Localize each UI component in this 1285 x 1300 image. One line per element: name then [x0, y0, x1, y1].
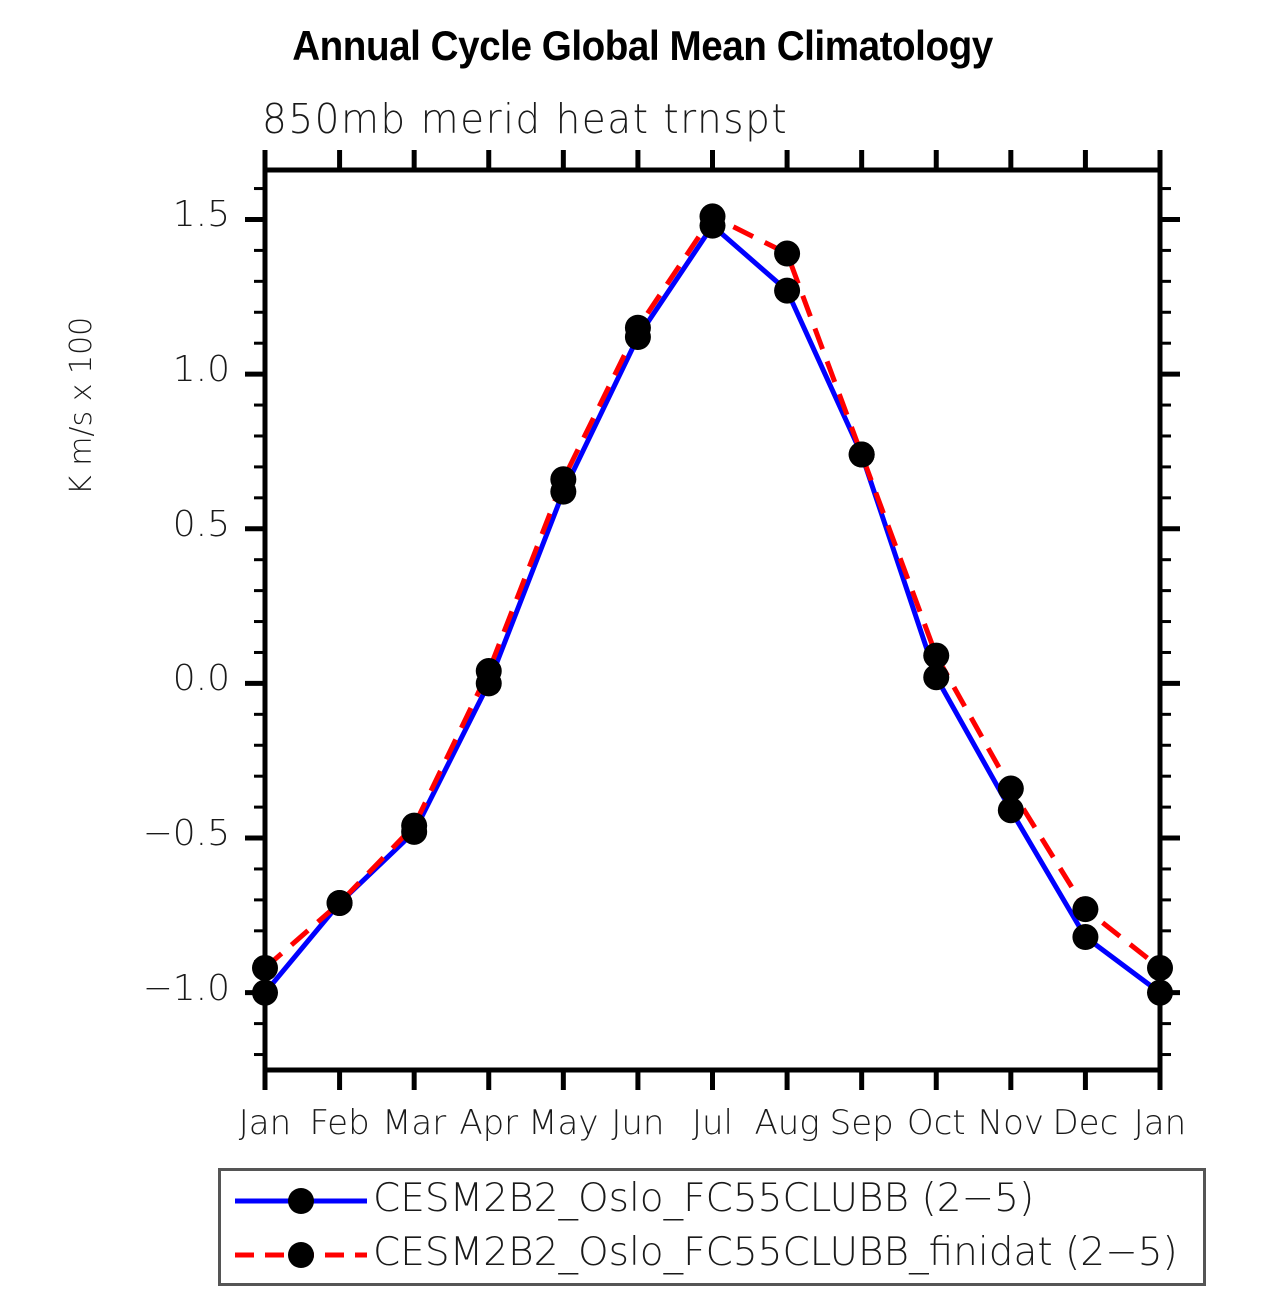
series-line-0	[263, 223, 1162, 995]
y-tick-label: −0.5	[142, 813, 230, 855]
data-point-marker	[401, 812, 428, 839]
series-line-1	[263, 213, 1162, 970]
x-tick-label: Mar	[382, 1103, 447, 1143]
data-point-marker	[475, 658, 502, 685]
data-point-marker	[997, 797, 1024, 824]
plot-frame-rect	[262, 167, 1163, 1073]
data-point-marker	[774, 277, 801, 304]
x-tick-label: Oct	[906, 1103, 966, 1143]
x-tick-label: May	[528, 1103, 599, 1143]
x-tick-label: Jun	[611, 1103, 665, 1143]
y-tick-label: 0.5	[172, 503, 230, 545]
plot-frame	[262, 167, 1163, 1073]
data-point-marker	[997, 775, 1024, 802]
legend-line-sample-solid	[235, 1188, 367, 1214]
x-tick-label: Aug	[754, 1103, 820, 1143]
data-series-group	[252, 203, 1173, 1006]
x-tick-label: Sep	[829, 1103, 894, 1143]
data-point-marker	[252, 954, 278, 981]
x-tick-label: Feb	[309, 1103, 370, 1143]
chart-title: Annual Cycle Global Mean Climatology	[292, 22, 993, 69]
data-point-marker	[1072, 896, 1099, 923]
data-point-marker	[624, 314, 651, 341]
x-tick-label: Dec	[1052, 1103, 1119, 1143]
x-tick-label: Nov	[977, 1103, 1044, 1143]
data-point-marker	[923, 664, 950, 691]
data-point-marker	[326, 889, 353, 916]
legend-line-sample-dashed	[235, 1242, 367, 1268]
data-point-marker	[550, 466, 577, 493]
x-tick-label: Jan	[238, 1103, 292, 1143]
chart-subtitle: 850mb merid heat trnspt	[262, 96, 789, 144]
data-point-marker	[1147, 979, 1173, 1006]
y-tick-label: 1.5	[172, 194, 230, 236]
x-tick-label: Jan	[1133, 1103, 1187, 1143]
y-tick-label: 1.0	[172, 349, 230, 391]
data-point-marker	[923, 642, 950, 669]
data-point-marker	[774, 240, 801, 267]
data-point-marker	[1072, 924, 1099, 951]
x-tick-label: Jul	[691, 1103, 734, 1143]
axis-ticks	[245, 150, 1180, 1090]
legend-label-1: CESM2B2_Oslo_FC55CLUBB_finidat (2−5)	[373, 1230, 1178, 1275]
y-tick-label: 0.0	[172, 658, 230, 700]
data-point-marker	[1147, 954, 1173, 981]
data-point-marker	[848, 441, 875, 468]
legend: CESM2B2_Oslo_FC55CLUBB (2−5) CESM2B2_Osl…	[218, 1168, 1206, 1286]
legend-entry-0[interactable]: CESM2B2_Oslo_FC55CLUBB (2−5)	[221, 1175, 1203, 1227]
data-point-marker	[699, 203, 726, 230]
y-tick-label: −1.0	[142, 967, 230, 1009]
x-tick-label: Apr	[459, 1103, 519, 1143]
legend-entry-1[interactable]: CESM2B2_Oslo_FC55CLUBB_finidat (2−5)	[221, 1229, 1203, 1281]
data-point-marker	[252, 979, 278, 1006]
legend-label-0: CESM2B2_Oslo_FC55CLUBB (2−5)	[373, 1176, 1035, 1221]
